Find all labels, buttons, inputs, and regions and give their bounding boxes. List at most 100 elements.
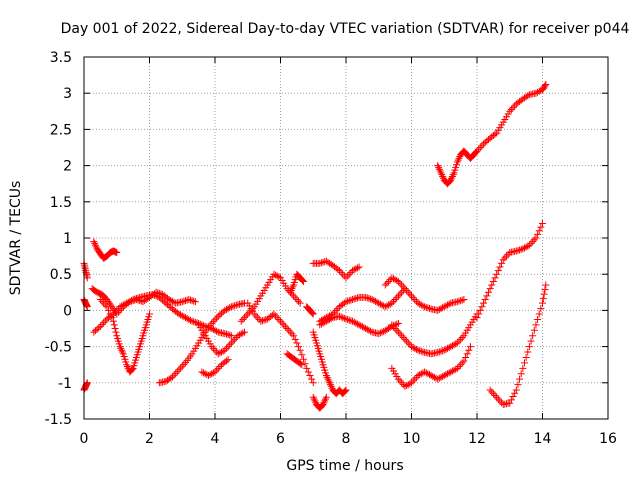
data-point: [416, 300, 424, 308]
data-point: [476, 306, 484, 314]
data-point: [519, 364, 527, 372]
data-point: [232, 301, 240, 309]
data-point: [208, 343, 216, 351]
data-point: [340, 299, 348, 307]
data-point: [486, 386, 494, 394]
data-point: [337, 268, 345, 276]
data-point: [100, 299, 108, 307]
data-point: [296, 299, 304, 307]
data-point: [298, 351, 306, 359]
data-point: [109, 317, 117, 325]
data-point: [226, 331, 234, 339]
data-point: [535, 87, 543, 95]
data-point: [388, 321, 396, 329]
data-point: [353, 294, 361, 302]
data-point: [160, 298, 168, 306]
data-point: [394, 292, 402, 300]
data-point: [352, 265, 360, 273]
data-point: [417, 347, 425, 355]
data-point: [226, 341, 234, 349]
data-point: [463, 350, 471, 358]
data-point: [229, 302, 237, 310]
data-point: [295, 297, 303, 305]
data-point: [396, 290, 404, 298]
data-point: [455, 154, 463, 162]
data-point: [178, 362, 186, 370]
data-point: [227, 339, 235, 347]
data-point: [303, 364, 311, 372]
data-point: [362, 293, 370, 301]
data-point: [401, 335, 409, 343]
data-point: [435, 305, 443, 313]
data-point: [91, 241, 99, 249]
x-tick-label: 0: [80, 431, 89, 447]
data-point: [362, 325, 370, 332]
data-point: [525, 241, 533, 249]
data-point: [132, 294, 140, 302]
data-point: [403, 382, 411, 390]
data-point: [404, 381, 412, 389]
data-point: [155, 293, 163, 301]
data-point: [499, 256, 507, 264]
data-point: [118, 302, 126, 310]
data-point: [177, 311, 185, 319]
data-point: [227, 303, 235, 311]
data-point: [434, 375, 442, 383]
data-point: [542, 81, 550, 89]
data-point: [131, 295, 139, 303]
data-point: [385, 277, 393, 285]
data-point: [401, 285, 409, 293]
data-point: [316, 321, 324, 329]
data-point: [128, 365, 136, 373]
data-point: [453, 339, 461, 347]
data-point: [486, 285, 494, 293]
data-point: [164, 301, 172, 309]
data-point: [188, 317, 196, 325]
data-point: [342, 298, 350, 306]
data-point: [411, 375, 419, 383]
data-point: [295, 343, 303, 351]
data-point: [306, 372, 314, 380]
data-point: [275, 315, 283, 323]
data-point: [103, 296, 111, 304]
data-point: [516, 375, 524, 383]
data-point: [448, 367, 456, 375]
data-point: [426, 304, 434, 312]
data-point: [389, 275, 397, 283]
data-point: [209, 344, 217, 352]
data-point: [408, 379, 415, 387]
data-point: [353, 320, 361, 328]
data-point: [404, 288, 412, 296]
data-point: [488, 281, 496, 289]
data-point: [522, 243, 530, 251]
data-point: [283, 325, 291, 332]
chart-title: Day 001 of 2022, Sidereal Day-to-day VTE…: [61, 21, 630, 37]
data-point: [229, 337, 237, 345]
data-point: [391, 325, 399, 332]
data-point: [123, 363, 131, 371]
data-point: [527, 337, 535, 345]
data-point: [529, 238, 537, 246]
data-point: [289, 283, 297, 291]
data-point: [297, 360, 305, 368]
data-point: [321, 397, 329, 405]
data-point: [349, 267, 357, 275]
data-point: [375, 330, 383, 338]
data-point: [421, 303, 429, 311]
data-point: [186, 296, 194, 304]
data-point: [332, 306, 340, 314]
data-point: [214, 350, 222, 358]
data-point: [534, 315, 542, 323]
data-point: [483, 292, 491, 300]
data-point: [438, 171, 446, 179]
data-point: [254, 314, 262, 322]
data-point: [450, 366, 458, 374]
data-point: [434, 162, 442, 170]
y-tick-labels: -1.5 -1 -0.5 0 0.5 1 1.5 2 2.5 3 3.5: [45, 50, 72, 428]
data-point: [221, 306, 229, 314]
data-point: [378, 301, 386, 309]
data-point: [454, 156, 462, 164]
data-point: [127, 366, 135, 374]
data-point: [117, 344, 125, 352]
data-point: [481, 296, 489, 304]
